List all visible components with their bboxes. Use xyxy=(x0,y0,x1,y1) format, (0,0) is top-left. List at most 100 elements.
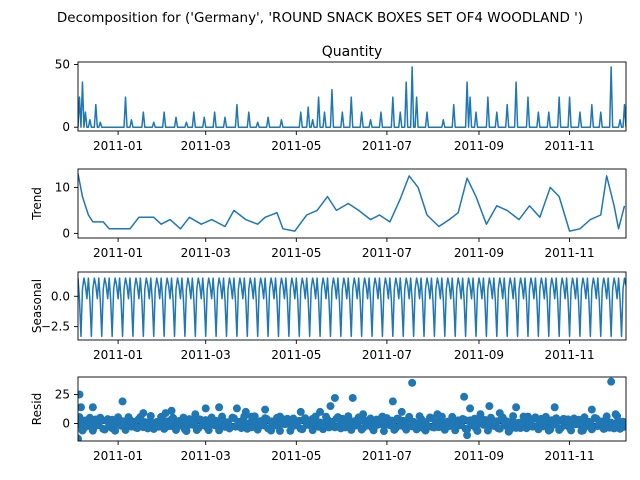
resid-point xyxy=(261,405,270,414)
y-tick-label: 0 xyxy=(62,226,70,240)
resid-point xyxy=(531,413,540,422)
x-tick-label: 2011-03 xyxy=(181,139,231,153)
resid-point xyxy=(369,426,378,435)
resid-point xyxy=(577,426,586,435)
series-trend xyxy=(78,173,626,232)
resid-point xyxy=(466,404,475,413)
y-tick-label: 10 xyxy=(55,180,70,194)
y-tick-label: 0 xyxy=(62,120,70,134)
x-tick-label: 2011-03 xyxy=(181,348,231,362)
chart-title: Decomposition for ('Germany', 'ROUND SNA… xyxy=(57,10,583,26)
resid-point xyxy=(146,412,155,421)
x-tick-label: 2011-01 xyxy=(93,246,143,260)
resid-point xyxy=(397,407,406,416)
x-tick-label: 2011-07 xyxy=(362,348,412,362)
x-tick-label: 2011-11 xyxy=(544,139,594,153)
axes-frame xyxy=(77,61,627,132)
resid-point xyxy=(232,404,241,413)
y-tick-label: 0 xyxy=(62,417,70,431)
resid-point xyxy=(379,427,388,436)
resid-point xyxy=(622,421,626,430)
x-tick-label: 2011-03 xyxy=(181,246,231,260)
resid-point xyxy=(607,377,616,386)
resid-point xyxy=(167,406,176,415)
panel-trend: 0 10 2011-01 2011-03 2011-05 2011-07 2011-09 20… xyxy=(30,168,627,260)
resid-point xyxy=(437,412,446,421)
x-tick-label: 2011-07 xyxy=(362,139,412,153)
resid-point xyxy=(204,426,213,435)
resid-point xyxy=(344,412,353,421)
resid-point xyxy=(78,390,84,399)
resid-point xyxy=(348,393,357,402)
resid-point xyxy=(473,426,482,435)
axes-frame xyxy=(77,271,627,341)
resid-point xyxy=(78,403,85,412)
x-tick-label: 2011-11 xyxy=(544,246,594,260)
x-tick-label: 2011-05 xyxy=(271,449,321,463)
series-observed xyxy=(78,66,626,128)
x-tick-label: 2011-09 xyxy=(454,348,504,362)
resid-point xyxy=(311,412,320,421)
resid-point xyxy=(78,426,87,435)
resid-point xyxy=(567,426,576,435)
y-tick-label: 50 xyxy=(55,58,70,72)
resid-point xyxy=(333,413,342,422)
y-axis-label: Seasonal xyxy=(30,279,44,333)
resid-point xyxy=(78,434,82,441)
resid-point xyxy=(111,426,120,435)
series-seasonal xyxy=(78,277,626,338)
x-tick-label: 2011-11 xyxy=(544,348,594,362)
trend-line xyxy=(78,173,626,232)
axes-frame xyxy=(77,168,627,239)
resid-point xyxy=(402,425,411,434)
resid-point xyxy=(296,407,305,416)
resid-point xyxy=(408,378,417,387)
x-tick-label: 2011-11 xyxy=(544,449,594,463)
axes-frame xyxy=(77,376,627,442)
resid-point xyxy=(587,405,596,414)
resid-point xyxy=(143,424,152,433)
resid-point xyxy=(326,402,335,411)
y-tick-label: −2.5 xyxy=(41,320,70,334)
resid-point xyxy=(463,431,472,440)
y-tick-label: 25 xyxy=(55,387,70,401)
resid-point xyxy=(485,402,494,411)
y-tick-label: 0.0 xyxy=(51,289,70,303)
x-tick-label: 2011-09 xyxy=(454,139,504,153)
x-tick-label: 2011-09 xyxy=(454,246,504,260)
x-tick-label: 2011-01 xyxy=(93,348,143,362)
resid-point xyxy=(275,426,284,435)
resid-point xyxy=(201,404,210,413)
panel-title: Quantity xyxy=(322,44,383,60)
resid-point xyxy=(550,403,559,412)
x-tick-label: 2011-09 xyxy=(454,449,504,463)
x-tick-label: 2011-03 xyxy=(181,449,231,463)
resid-point xyxy=(215,403,224,412)
resid-point xyxy=(240,412,249,421)
resid-point xyxy=(118,397,127,406)
x-tick-label: 2011-05 xyxy=(271,139,321,153)
x-tick-label: 2011-01 xyxy=(93,449,143,463)
resid-point xyxy=(388,397,397,406)
y-axis-label: Resid xyxy=(30,393,44,425)
resid-point xyxy=(308,426,317,435)
panel-resid: 0 25 2011-01 2011-03 2011-05 2011-07 2011-09 20… xyxy=(30,376,627,463)
x-tick-label: 2011-05 xyxy=(271,246,321,260)
resid-point xyxy=(88,403,97,412)
resid-point xyxy=(512,403,521,412)
x-tick-label: 2011-07 xyxy=(362,449,412,463)
resid-point xyxy=(330,393,339,402)
resid-point xyxy=(602,412,611,421)
panel-seasonal: −2.5 0.0 2011-01 2011-03 2011-05 2011-07 2011-… xyxy=(30,271,627,362)
seasonal-line xyxy=(78,277,626,338)
x-tick-label: 2011-01 xyxy=(93,139,143,153)
resid-point xyxy=(541,412,550,421)
resid-point xyxy=(215,426,224,435)
observed-line xyxy=(78,66,626,128)
resid-point xyxy=(509,412,518,421)
y-axis-label: Trend xyxy=(30,187,44,221)
x-tick-label: 2011-07 xyxy=(362,246,412,260)
x-tick-label: 2011-05 xyxy=(271,348,321,362)
series-resid xyxy=(78,377,626,441)
